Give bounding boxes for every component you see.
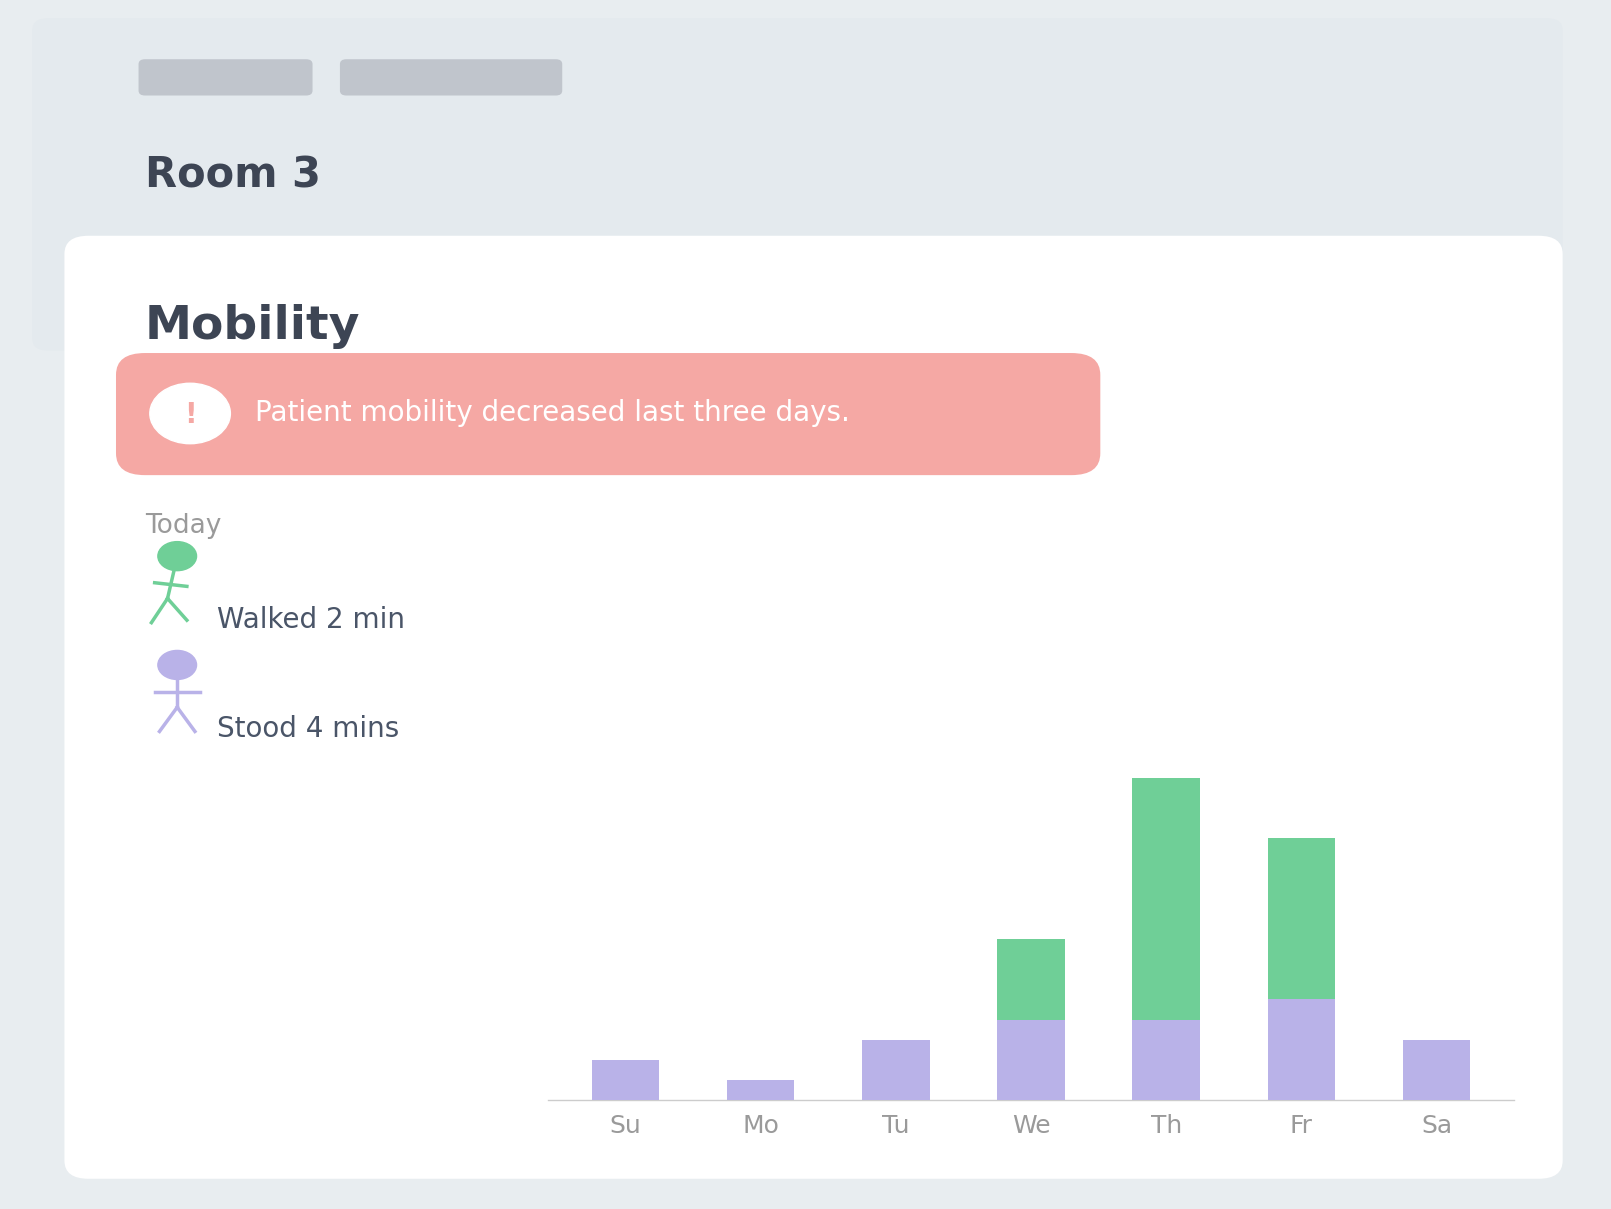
Text: Patient mobility decreased last three days.: Patient mobility decreased last three da… xyxy=(255,399,849,428)
Text: Walked 2 min: Walked 2 min xyxy=(217,606,406,635)
Bar xyxy=(1133,777,1200,1019)
Bar xyxy=(862,1040,930,1100)
Bar xyxy=(1403,1040,1471,1100)
FancyBboxPatch shape xyxy=(32,18,1563,351)
FancyBboxPatch shape xyxy=(116,353,1100,475)
Text: Room 3: Room 3 xyxy=(145,155,321,196)
Bar xyxy=(591,1060,659,1100)
Bar xyxy=(1268,1000,1336,1100)
FancyBboxPatch shape xyxy=(139,59,313,96)
Circle shape xyxy=(158,650,197,679)
Bar xyxy=(1268,838,1336,1000)
Circle shape xyxy=(158,542,197,571)
Text: Today: Today xyxy=(145,513,221,539)
Bar xyxy=(997,939,1065,1019)
FancyBboxPatch shape xyxy=(64,236,1563,1179)
Bar xyxy=(997,1019,1065,1100)
FancyBboxPatch shape xyxy=(340,59,562,96)
Circle shape xyxy=(150,383,230,444)
Text: !: ! xyxy=(184,400,197,429)
Text: Stood 4 mins: Stood 4 mins xyxy=(217,715,400,744)
Bar xyxy=(727,1080,794,1100)
Text: Mobility: Mobility xyxy=(145,303,361,349)
Bar xyxy=(1133,1019,1200,1100)
